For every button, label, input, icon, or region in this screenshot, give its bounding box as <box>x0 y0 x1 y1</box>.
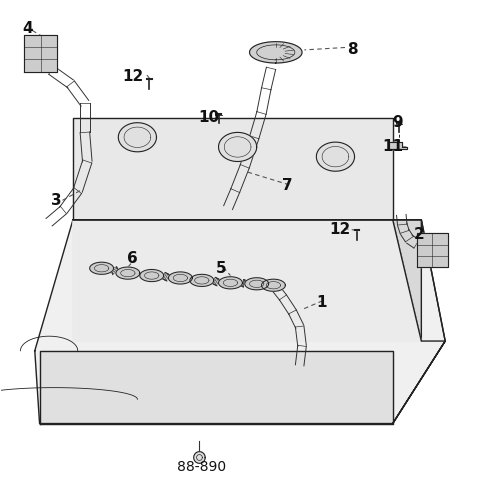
Polygon shape <box>250 41 302 63</box>
Polygon shape <box>388 142 407 149</box>
Polygon shape <box>262 279 285 291</box>
Polygon shape <box>116 267 140 279</box>
Polygon shape <box>316 142 355 171</box>
Polygon shape <box>35 220 445 424</box>
Text: 3: 3 <box>51 193 61 208</box>
Polygon shape <box>140 269 164 282</box>
Polygon shape <box>90 262 114 274</box>
Polygon shape <box>73 118 393 220</box>
Polygon shape <box>24 35 57 72</box>
Text: 9: 9 <box>392 115 403 130</box>
Polygon shape <box>245 278 269 290</box>
Text: 5: 5 <box>216 261 226 276</box>
Text: 8: 8 <box>347 42 358 58</box>
Polygon shape <box>393 220 421 341</box>
Polygon shape <box>393 341 445 424</box>
Text: 12: 12 <box>122 69 143 84</box>
Text: 2: 2 <box>414 227 424 242</box>
Text: 88-890: 88-890 <box>177 460 227 474</box>
Polygon shape <box>119 122 156 152</box>
Text: 1: 1 <box>316 295 326 310</box>
Text: 6: 6 <box>127 251 138 266</box>
Polygon shape <box>218 132 257 162</box>
Polygon shape <box>417 233 448 267</box>
Text: 12: 12 <box>330 222 351 237</box>
Text: 4: 4 <box>23 20 33 36</box>
Text: 7: 7 <box>282 178 293 193</box>
Polygon shape <box>39 351 393 424</box>
Text: 11: 11 <box>382 140 403 155</box>
Text: 10: 10 <box>198 110 219 125</box>
Polygon shape <box>194 452 205 463</box>
Polygon shape <box>73 220 421 341</box>
Polygon shape <box>168 272 192 284</box>
Polygon shape <box>190 274 214 286</box>
Polygon shape <box>218 277 242 289</box>
